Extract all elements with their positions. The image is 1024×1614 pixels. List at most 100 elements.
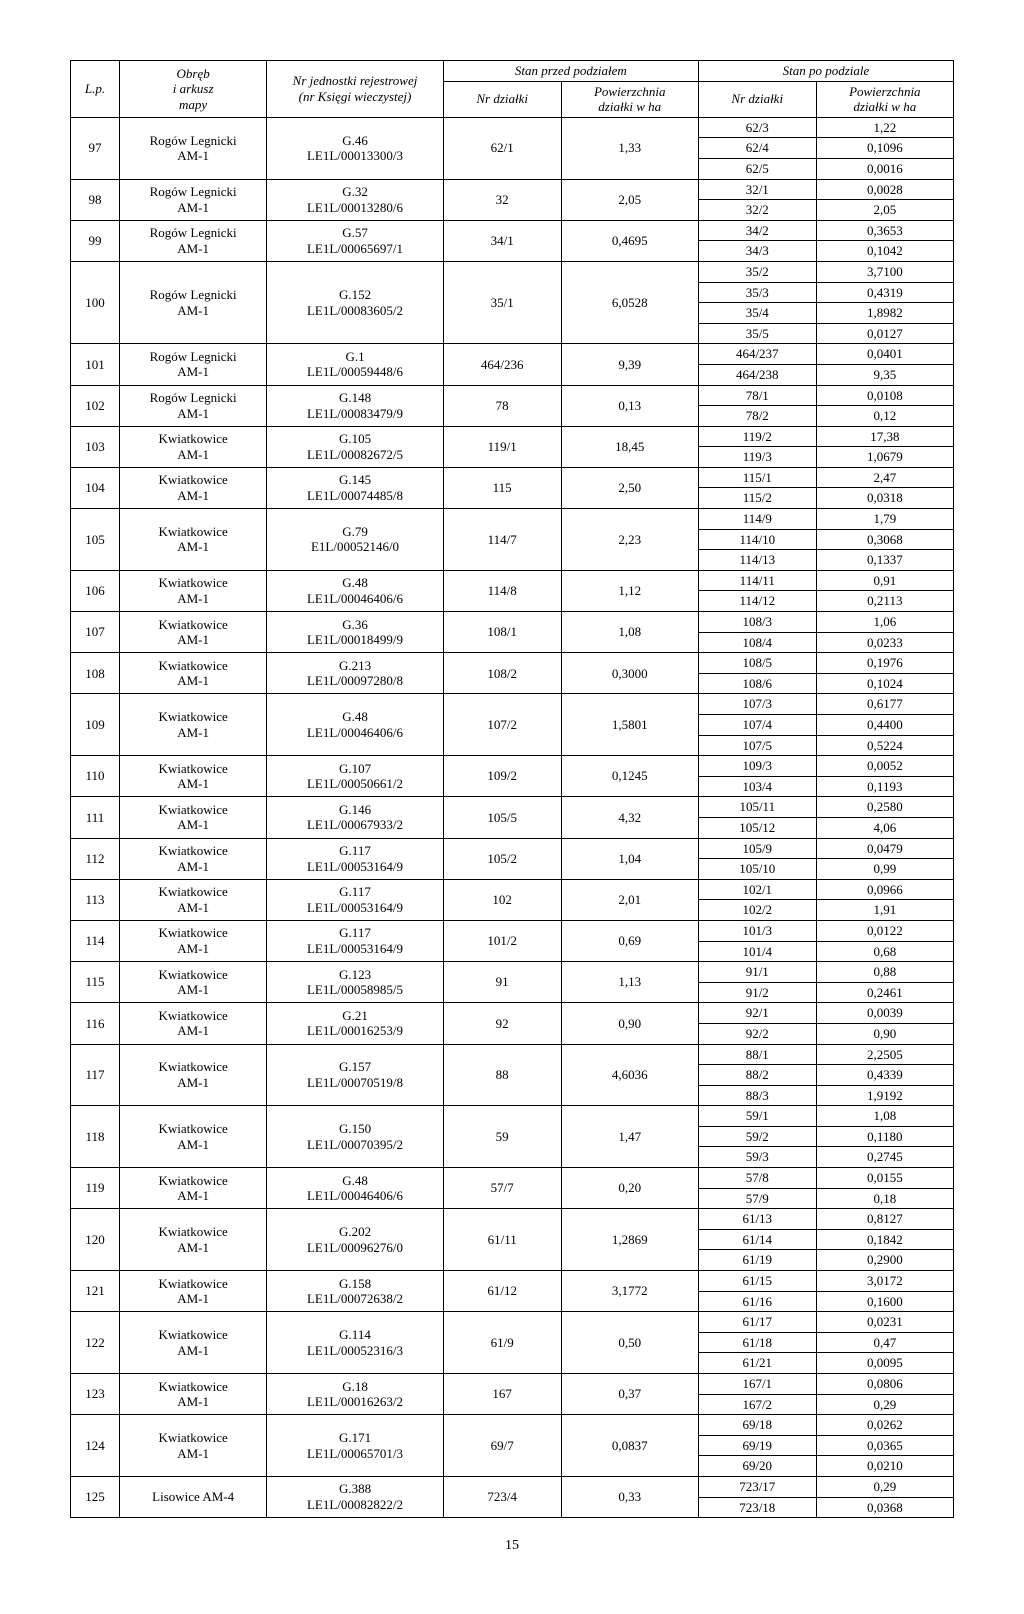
- cell-pow2: 0,3068: [816, 529, 953, 550]
- cell-jednostka: G.148LE1L/00083479/9: [267, 385, 444, 426]
- cell-nr1: 61/9: [443, 1312, 561, 1374]
- cell-nr2: 59/1: [698, 1106, 816, 1127]
- cell-lp: 117: [71, 1044, 120, 1106]
- cell-jednostka: G.158LE1L/00072638/2: [267, 1271, 444, 1312]
- cell-pow2: 0,0039: [816, 1003, 953, 1024]
- cell-nr2: 35/2: [698, 261, 816, 282]
- cell-nr2: 92/1: [698, 1003, 816, 1024]
- cell-nr1: 102: [443, 879, 561, 920]
- cell-nr2: 61/13: [698, 1209, 816, 1230]
- table-row: 118KwiatkowiceAM-1G.150LE1L/00070395/259…: [71, 1106, 954, 1127]
- table-row: 122KwiatkowiceAM-1G.114LE1L/00052316/361…: [71, 1312, 954, 1333]
- cell-pow1: 18,45: [561, 426, 698, 467]
- cell-nr2: 57/8: [698, 1168, 816, 1189]
- table-row: 113KwiatkowiceAM-1G.117LE1L/00053164/910…: [71, 879, 954, 900]
- table-row: 108KwiatkowiceAM-1G.213LE1L/00097280/810…: [71, 653, 954, 674]
- cell-nr2: 69/18: [698, 1415, 816, 1436]
- cell-pow2: 0,4339: [816, 1065, 953, 1086]
- cell-obreb: KwiatkowiceAM-1: [120, 1312, 267, 1374]
- cell-nr2: 115/1: [698, 467, 816, 488]
- cell-obreb: KwiatkowiceAM-1: [120, 920, 267, 961]
- header-lp: L.p.: [71, 61, 120, 118]
- cell-pow2: 9,35: [816, 364, 953, 385]
- table-row: 99Rogów LegnickiAM-1G.57LE1L/00065697/13…: [71, 220, 954, 241]
- cell-nr2: 78/2: [698, 406, 816, 427]
- cell-pow2: 0,0122: [816, 920, 953, 941]
- cell-jednostka: G.18LE1L/00016263/2: [267, 1374, 444, 1415]
- cell-pow2: 0,1976: [816, 653, 953, 674]
- cell-pow2: 0,47: [816, 1332, 953, 1353]
- cell-nr2: 61/14: [698, 1229, 816, 1250]
- cell-nr2: 88/3: [698, 1085, 816, 1106]
- cell-nr2: 167/1: [698, 1374, 816, 1395]
- cell-pow2: 0,0155: [816, 1168, 953, 1189]
- cell-jednostka: G.145LE1L/00074485/8: [267, 467, 444, 508]
- cell-pow2: 0,18: [816, 1188, 953, 1209]
- cell-pow1: 0,20: [561, 1168, 698, 1209]
- cell-jednostka: G.107LE1L/00050661/2: [267, 756, 444, 797]
- cell-nr2: 114/10: [698, 529, 816, 550]
- cell-obreb: KwiatkowiceAM-1: [120, 879, 267, 920]
- cell-nr1: 107/2: [443, 694, 561, 756]
- cell-lp: 115: [71, 962, 120, 1003]
- cell-nr2: 105/12: [698, 817, 816, 838]
- table-row: 102Rogów LegnickiAM-1G.148LE1L/00083479/…: [71, 385, 954, 406]
- cell-nr2: 88/1: [698, 1044, 816, 1065]
- cell-obreb: Rogów LegnickiAM-1: [120, 385, 267, 426]
- table-row: 114KwiatkowiceAM-1G.117LE1L/00053164/910…: [71, 920, 954, 941]
- table-row: 124KwiatkowiceAM-1G.171LE1L/00065701/369…: [71, 1415, 954, 1436]
- cell-obreb: KwiatkowiceAM-1: [120, 1209, 267, 1271]
- cell-pow1: 1,13: [561, 962, 698, 1003]
- table-row: 103KwiatkowiceAM-1G.105LE1L/00082672/511…: [71, 426, 954, 447]
- cell-pow2: 0,4400: [816, 715, 953, 736]
- cell-pow1: 0,3000: [561, 653, 698, 694]
- cell-pow2: 0,68: [816, 941, 953, 962]
- cell-pow1: 4,32: [561, 797, 698, 838]
- cell-lp: 124: [71, 1415, 120, 1477]
- table-row: 112KwiatkowiceAM-1G.117LE1L/00053164/910…: [71, 838, 954, 859]
- cell-nr1: 61/12: [443, 1271, 561, 1312]
- cell-nr1: 723/4: [443, 1476, 561, 1517]
- cell-pow2: 1,0679: [816, 447, 953, 468]
- cell-nr1: 61/11: [443, 1209, 561, 1271]
- cell-obreb: KwiatkowiceAM-1: [120, 509, 267, 571]
- table-body: 97Rogów LegnickiAM-1G.46LE1L/00013300/36…: [71, 117, 954, 1517]
- cell-nr1: 92: [443, 1003, 561, 1044]
- cell-nr2: 69/20: [698, 1456, 816, 1477]
- cell-obreb: KwiatkowiceAM-1: [120, 756, 267, 797]
- cell-pow2: 17,38: [816, 426, 953, 447]
- cell-pow1: 0,33: [561, 1476, 698, 1517]
- cell-nr2: 61/19: [698, 1250, 816, 1271]
- cell-lp: 119: [71, 1168, 120, 1209]
- cell-nr1: 35/1: [443, 261, 561, 343]
- cell-pow2: 0,0401: [816, 344, 953, 365]
- cell-pow1: 2,23: [561, 509, 698, 571]
- cell-nr1: 105/2: [443, 838, 561, 879]
- table-row: 98Rogów LegnickiAM-1G.32LE1L/00013280/63…: [71, 179, 954, 200]
- cell-pow1: 1,12: [561, 570, 698, 611]
- cell-lp: 121: [71, 1271, 120, 1312]
- cell-obreb: KwiatkowiceAM-1: [120, 694, 267, 756]
- cell-pow1: 0,4695: [561, 220, 698, 261]
- cell-pow2: 0,0479: [816, 838, 953, 859]
- cell-pow1: 6,0528: [561, 261, 698, 343]
- table-row: 109KwiatkowiceAM-1G.48LE1L/00046406/6107…: [71, 694, 954, 715]
- cell-pow2: 0,4319: [816, 282, 953, 303]
- cell-nr2: 61/21: [698, 1353, 816, 1374]
- cell-lp: 100: [71, 261, 120, 343]
- header-jednostka: Nr jednostki rejestrowej(nr Księgi wiecz…: [267, 61, 444, 118]
- cell-pow2: 0,2745: [816, 1147, 953, 1168]
- cell-pow2: 0,2113: [816, 591, 953, 612]
- cell-pow1: 3,1772: [561, 1271, 698, 1312]
- cell-obreb: KwiatkowiceAM-1: [120, 653, 267, 694]
- cell-nr1: 115: [443, 467, 561, 508]
- cell-obreb: KwiatkowiceAM-1: [120, 426, 267, 467]
- cell-pow2: 0,1024: [816, 673, 953, 694]
- cell-lp: 108: [71, 653, 120, 694]
- cell-pow2: 2,47: [816, 467, 953, 488]
- cell-jednostka: G.36LE1L/00018499/9: [267, 612, 444, 653]
- cell-nr2: 62/4: [698, 138, 816, 159]
- cell-pow2: 1,08: [816, 1106, 953, 1127]
- cell-pow2: 0,0231: [816, 1312, 953, 1333]
- cell-jednostka: G.32LE1L/00013280/6: [267, 179, 444, 220]
